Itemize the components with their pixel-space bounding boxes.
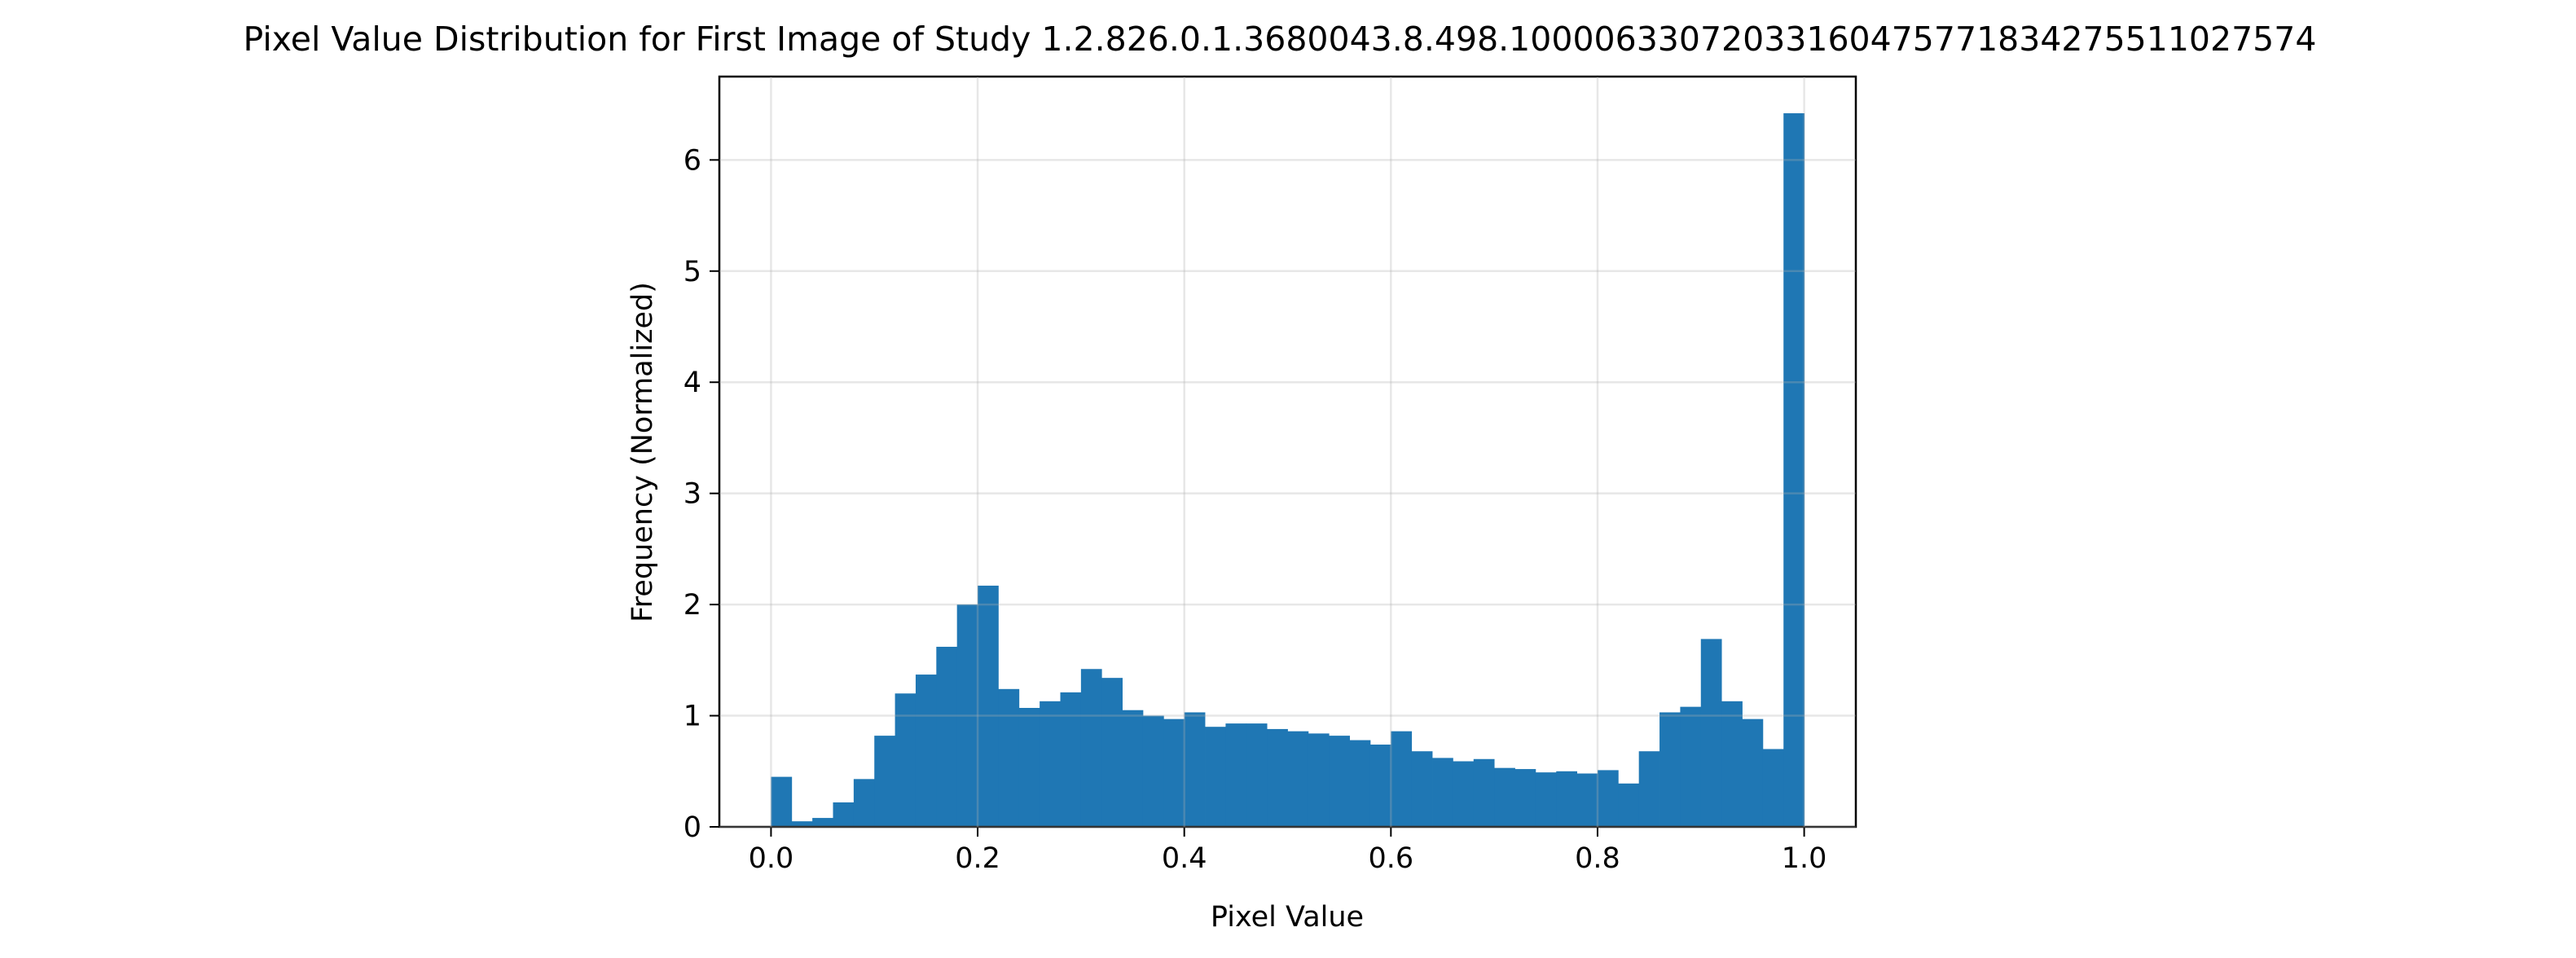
histogram-bar [1184, 712, 1206, 827]
histogram-bar [1638, 751, 1660, 827]
histogram-bar [791, 821, 813, 827]
x-tick-label: 0.0 [749, 842, 794, 875]
histogram-bar [1349, 740, 1371, 827]
histogram-bar [1018, 708, 1040, 827]
histogram-bar [1680, 706, 1702, 827]
histogram-bar [1142, 715, 1164, 827]
histogram-bar [1514, 769, 1536, 827]
histogram-bar [1597, 770, 1619, 827]
histogram-bar [1267, 728, 1288, 827]
histogram-bar [1432, 758, 1453, 827]
histogram-bar [1742, 718, 1764, 827]
x-tick-label: 0.4 [1162, 842, 1207, 875]
histogram-bar [771, 776, 793, 827]
histogram-bar [1762, 749, 1784, 827]
histogram-bar [833, 802, 855, 827]
histogram-bar [1494, 767, 1515, 827]
histogram-bar [998, 688, 1020, 827]
histogram-bar [1556, 771, 1577, 827]
x-tick-label: 0.2 [955, 842, 1000, 875]
y-axis-label: Frequency (Normalized) [626, 282, 659, 622]
histogram-bar [1122, 710, 1144, 827]
histogram-bar [1618, 783, 1640, 827]
histogram-bar [1225, 723, 1247, 827]
y-tick-label: 3 [684, 478, 701, 511]
histogram-bar [1101, 678, 1123, 827]
histogram-bar [1205, 727, 1226, 827]
histogram-bar [915, 675, 937, 827]
histogram-bar [1060, 692, 1082, 827]
ticks-layer: 0.0 0.2 0.4 0.6 0.8 1.0 0 1 2 3 4 5 6 [684, 144, 1827, 875]
histogram-bar [1287, 731, 1309, 827]
y-tick-label: 1 [684, 701, 701, 733]
x-tick-label: 1.0 [1782, 842, 1827, 875]
histogram-bar [1721, 701, 1743, 827]
histogram-bar [1411, 751, 1433, 827]
histogram-bar [1040, 701, 1061, 827]
x-tick-label: 0.6 [1368, 842, 1413, 875]
histogram-bar [1535, 772, 1557, 827]
plot-area-frame [718, 75, 1857, 828]
histogram-bar [1659, 712, 1681, 827]
histogram-bar [1453, 761, 1475, 827]
chart-title: Pixel Value Distribution for First Image… [244, 20, 2317, 59]
histogram-bar [1391, 731, 1413, 827]
histogram-bar [1308, 733, 1330, 827]
y-tick-label: 6 [684, 144, 701, 177]
y-tick-label: 4 [684, 367, 701, 399]
x-axis-label: Pixel Value [1211, 901, 1364, 934]
histogram-bar [1473, 758, 1495, 827]
histogram-bar [1329, 736, 1350, 827]
histogram-bar [1576, 773, 1598, 827]
histogram-bar [812, 818, 833, 827]
histogram-bar [874, 736, 895, 827]
histogram-bar [1246, 723, 1268, 827]
histogram-bar [956, 604, 978, 827]
histogram-bar [1080, 669, 1102, 827]
y-tick-label: 2 [684, 589, 701, 622]
histogram-bar [1369, 745, 1391, 827]
y-tick-label: 0 [684, 811, 701, 844]
histogram-bar [895, 693, 917, 827]
histogram-bar [978, 585, 999, 827]
grid-layer [719, 77, 1856, 828]
histogram-bar [853, 779, 875, 827]
x-tick-label: 0.8 [1575, 842, 1620, 875]
histogram-bar [1783, 113, 1805, 827]
bars-layer [771, 113, 1805, 827]
histogram-bar [1700, 639, 1722, 827]
histogram-bar [1163, 718, 1185, 827]
histogram-bar [936, 646, 958, 827]
y-tick-label: 5 [684, 256, 701, 288]
